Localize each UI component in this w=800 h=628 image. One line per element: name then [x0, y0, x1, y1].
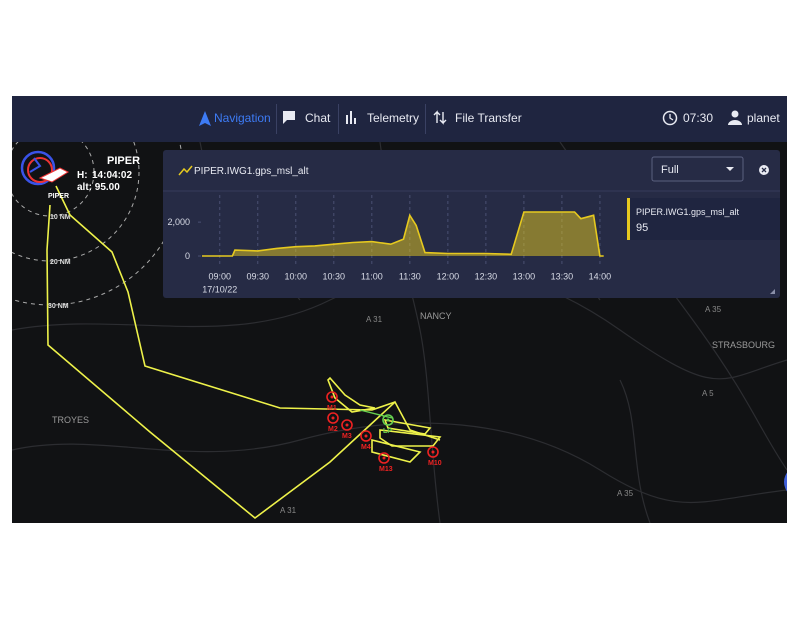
mission-marker-dot — [386, 418, 390, 422]
transfer-icon — [433, 110, 447, 125]
mission-marker-label: M13 — [379, 466, 393, 473]
app: 10 NM 20 NM 30 NM TROYES NANCY STRASBOUR… — [12, 96, 787, 523]
aircraft-h-time: 14:04:02 — [92, 170, 132, 181]
nav-separator — [338, 104, 339, 134]
mission-marker — [378, 452, 390, 464]
telemetry-icon — [346, 111, 356, 124]
mission-marker-label: LP — [383, 428, 392, 435]
x-tick-label: 12:30 — [475, 272, 498, 282]
clock: 07:30 — [683, 111, 714, 125]
mission-marker-dot — [345, 423, 349, 427]
road-label: A 31 — [366, 315, 383, 324]
mission-marker — [382, 414, 394, 426]
mission-marker — [326, 391, 338, 403]
range-select[interactable] — [651, 156, 744, 182]
aircraft-name: PIPER — [107, 155, 140, 167]
fab-button[interactable] — [784, 466, 787, 498]
x-tick-label: 13:30 — [551, 272, 574, 282]
ring-label: 10 NM — [50, 214, 71, 221]
x-tick-label: 09:30 — [246, 272, 269, 282]
road-label: A 5 — [702, 389, 714, 398]
mission-marker-dot — [330, 395, 334, 399]
road-label: A 31 — [280, 506, 297, 515]
user-name[interactable]: planet — [747, 111, 780, 125]
value-card — [627, 198, 780, 240]
x-tick-label: 10:30 — [323, 272, 346, 282]
mission-marker-label: M10 — [428, 460, 442, 467]
nav-telemetry[interactable]: Telemetry — [367, 111, 420, 125]
mission-marker — [341, 419, 353, 431]
x-tick-label: 13:00 — [513, 272, 536, 282]
value-card-value: 95 — [636, 222, 648, 234]
nav-chat[interactable]: Chat — [305, 111, 331, 125]
x-tick-label: 10:00 — [285, 272, 308, 282]
legend-icon — [178, 165, 193, 176]
value-card-accent — [627, 198, 630, 240]
user-icon — [731, 110, 739, 118]
x-tick-label: 11:00 — [361, 272, 383, 282]
approach-line — [359, 409, 393, 419]
road-label: A 35 — [617, 489, 634, 498]
nav-separator — [425, 104, 426, 134]
mission-marker — [427, 446, 439, 458]
x-tick-label: 11:30 — [399, 272, 421, 282]
ring-label: 20 NM — [50, 259, 71, 266]
clock-icon — [662, 110, 678, 126]
place-label: STRASBOURG — [712, 340, 775, 350]
mission-marker-label: M2 — [328, 426, 338, 433]
place-label: TROYES — [52, 415, 89, 425]
aircraft-tag: PIPER — [48, 193, 69, 200]
x-tick-label: 14:00 — [589, 272, 612, 282]
chat-icon — [283, 111, 295, 124]
ring-label: 30 NM — [48, 303, 69, 310]
area — [202, 212, 604, 257]
map: 10 NM 20 NM 30 NM TROYES NANCY STRASBOUR… — [12, 142, 787, 523]
mission-marker-dot — [431, 450, 435, 454]
legend-label: PIPER.IWG1.gps_msl_alt — [194, 166, 309, 177]
mission-markers: M1 M2 M3 M4 M10 M13 LP — [326, 391, 442, 473]
mission-marker — [360, 430, 372, 442]
y-tick-label: 0 — [185, 251, 190, 261]
mission-marker-dot — [364, 434, 368, 438]
range-select-value: Full — [661, 164, 679, 176]
line — [202, 211, 604, 257]
aircraft — [20, 150, 70, 186]
nav-navigation[interactable]: Navigation — [214, 111, 271, 125]
nav-separator — [276, 104, 277, 134]
select-arrow — [726, 167, 734, 171]
nav-icons — [199, 110, 742, 126]
mission-marker-label: M1 — [327, 405, 337, 412]
mission-marker — [327, 412, 339, 424]
place-label: NANCY — [420, 311, 452, 321]
value-card-name: PIPER.IWG1.gps_msl_alt — [636, 207, 740, 217]
nav-icon — [199, 111, 211, 126]
y-tick-label: 2,000 — [167, 217, 190, 227]
mission-marker-dot — [382, 456, 386, 460]
road-label: A 35 — [705, 305, 722, 314]
x-tick-label: 09:00 — [208, 272, 231, 282]
mission-marker-dot — [331, 416, 335, 420]
aircraft-h-label: H: — [77, 170, 88, 181]
telemetry-panel: PIPER.IWG1.gps_msl_alt Full PIPER.IWG1.g… — [163, 150, 780, 298]
top-bar: Navigation Chat Telemetry File Transfer … — [12, 96, 787, 142]
mission-marker-label: M3 — [342, 433, 352, 440]
nav-file-transfer[interactable]: File Transfer — [455, 111, 522, 125]
resize-handle[interactable] — [770, 289, 775, 294]
aircraft-alt: alt: 95.00 — [77, 182, 120, 193]
x-date-label: 17/10/22 — [202, 285, 237, 295]
telemetry-chart: PIPER.IWG1.gps_msl_alt Full PIPER.IWG1.g… — [163, 156, 780, 295]
mission-marker-label: M4 — [361, 444, 371, 451]
x-tick-label: 12:00 — [437, 272, 460, 282]
